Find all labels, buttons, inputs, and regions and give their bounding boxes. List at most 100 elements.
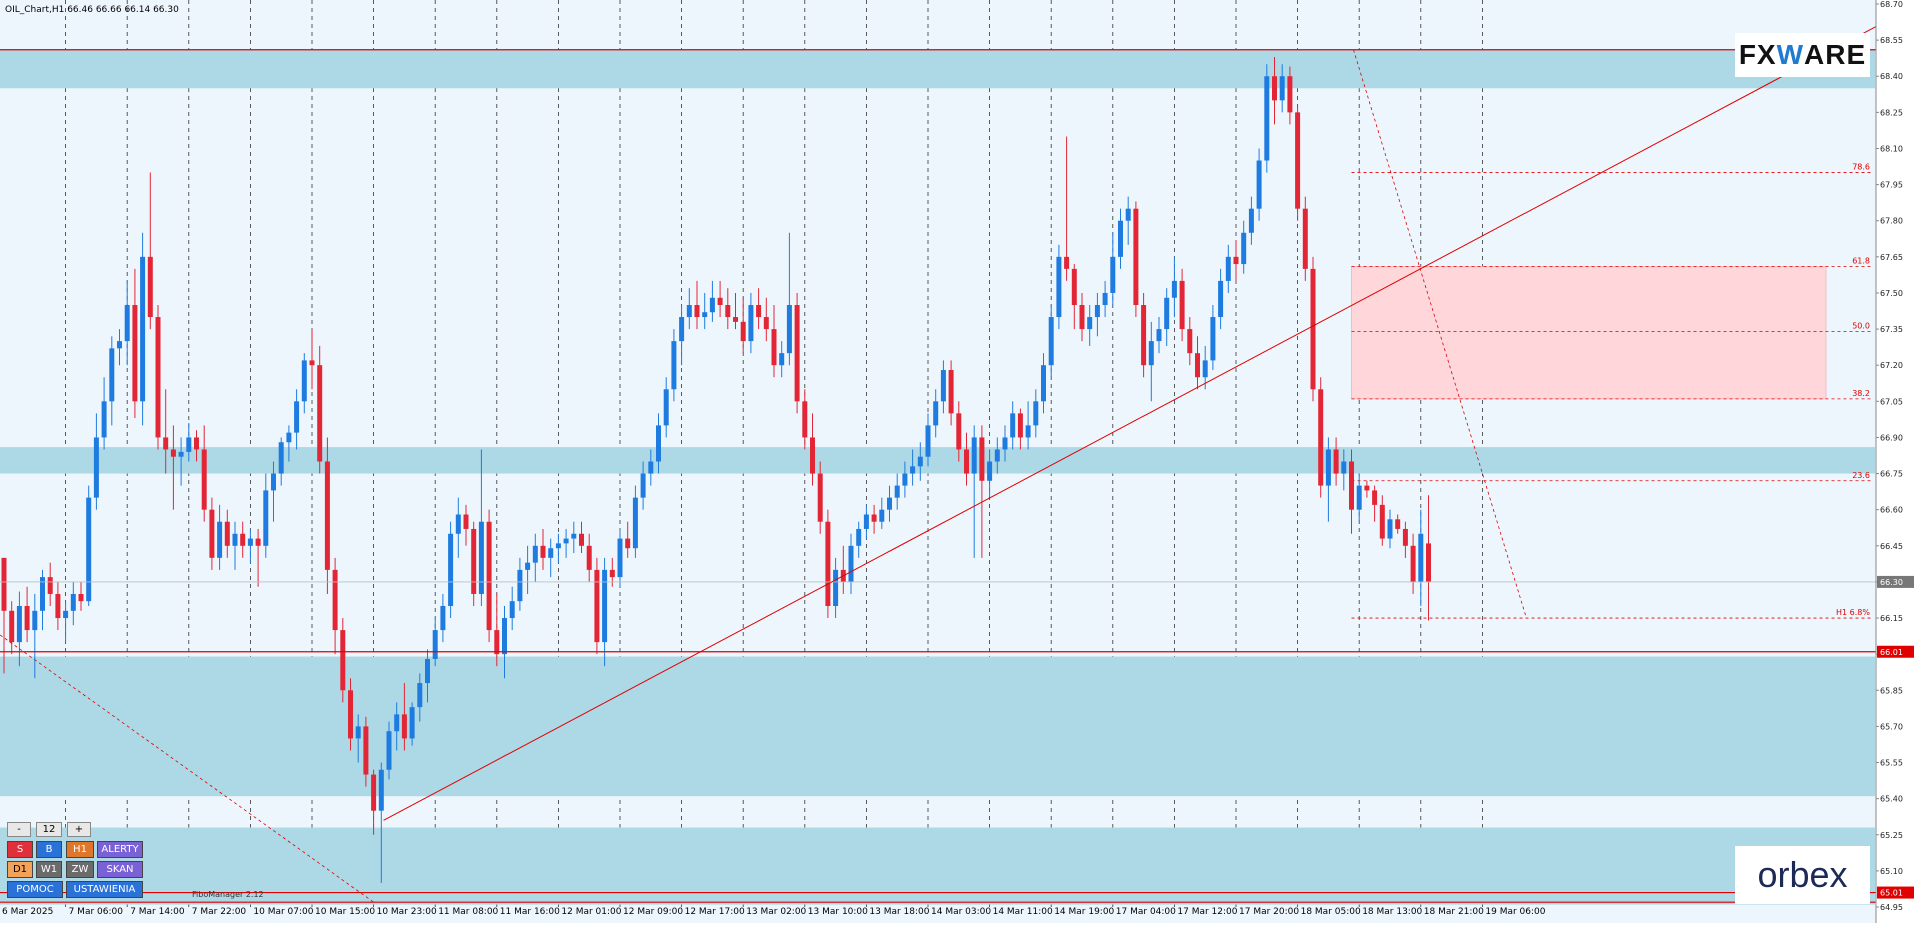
bullish-candle [271, 473, 276, 491]
price-tick-label: 66.15 [1880, 614, 1903, 623]
bullish-candle [617, 538, 623, 578]
bearish-candle [825, 521, 831, 606]
bullish-candle [93, 437, 99, 498]
x-tick-label: 13 Mar 10:00 [808, 907, 868, 917]
price-tag-label: 66.30 [1880, 578, 1903, 587]
bullish-candle [679, 317, 685, 342]
bullish-candle [1418, 533, 1424, 582]
timeframe-w1-button[interactable]: W1 [36, 861, 62, 878]
bullish-candle [987, 461, 993, 481]
bullish-candle [1241, 232, 1247, 265]
bearish-candle [1079, 305, 1085, 330]
bullish-candle [632, 497, 638, 549]
bearish-candle [1333, 449, 1339, 474]
sell-button[interactable]: S [7, 841, 33, 858]
price-axis-background [1876, 0, 1915, 923]
bullish-candle [748, 305, 754, 342]
fibonacci-level-label: 38.2 [1852, 389, 1870, 398]
price-tick-label: 65.55 [1880, 759, 1903, 768]
bullish-candle [425, 658, 430, 684]
timeframe-d1-button[interactable]: D1 [7, 861, 33, 878]
bullish-candle [448, 533, 454, 606]
bullish-candle [1387, 519, 1393, 539]
bearish-candle [132, 305, 138, 402]
help-button[interactable]: POMOC [7, 881, 63, 898]
zw-button[interactable]: ZW [66, 861, 94, 878]
price-tick-label: 68.70 [1880, 0, 1903, 9]
bullish-candle [124, 305, 130, 342]
bullish-candle [140, 256, 146, 402]
price-tick-label: 67.95 [1880, 181, 1903, 190]
bullish-candle [70, 593, 76, 611]
x-tick-label: 18 Mar 21:00 [1424, 907, 1484, 917]
bullish-candle [910, 466, 916, 474]
bearish-candle [363, 726, 369, 775]
bearish-candle [1195, 353, 1200, 378]
count-field[interactable]: 12 [36, 822, 62, 837]
x-tick-label: 11 Mar 08:00 [438, 907, 498, 917]
support-resistance-zone [0, 447, 1875, 474]
orbex-logo: orbex [1735, 846, 1870, 904]
bearish-candle [979, 437, 985, 481]
price-tick-label: 67.50 [1880, 289, 1903, 298]
bullish-candle [1225, 256, 1231, 281]
bearish-candle [9, 610, 15, 643]
bearish-candle [586, 545, 592, 570]
bearish-candle [802, 401, 808, 438]
bearish-candle [317, 365, 323, 462]
price-tick-label: 67.35 [1880, 325, 1903, 334]
bullish-candle [933, 401, 939, 426]
alerts-button[interactable]: ALERTY [97, 841, 143, 858]
fxware-logo: FX W ARE [1735, 33, 1870, 77]
bullish-candle [301, 360, 307, 402]
bullish-candle [1248, 208, 1254, 233]
timeframe-h1-button[interactable]: H1 [66, 841, 94, 858]
x-tick-label: 12 Mar 09:00 [623, 907, 683, 917]
bearish-candle [494, 630, 500, 655]
decrease-button[interactable]: - [7, 822, 31, 837]
bearish-candle [471, 528, 477, 594]
scan-button[interactable]: SKAN [97, 861, 143, 878]
bullish-candle [286, 432, 292, 443]
bullish-candle [409, 707, 415, 739]
increase-button[interactable]: + [67, 822, 91, 837]
bearish-candle [1349, 461, 1354, 510]
price-tag [1877, 575, 1914, 588]
bearish-candle [609, 569, 615, 578]
bearish-candle [1017, 413, 1023, 438]
settings-button[interactable]: USTAWIENIA [66, 881, 143, 898]
bullish-candle [663, 389, 669, 426]
symbol-info: OIL_Chart,H1 66.46 66.66 66.14 66.30 [5, 5, 179, 15]
bearish-candle [625, 538, 631, 549]
bullish-candle [1279, 76, 1285, 101]
bullish-candle [848, 545, 854, 582]
bullish-candle [779, 353, 785, 366]
x-tick-label: 14 Mar 19:00 [1054, 907, 1114, 917]
x-tick-label: 7 Mar 22:00 [192, 907, 247, 917]
bearish-candle [948, 370, 954, 414]
bullish-candle [1010, 413, 1016, 438]
fibonacci-level-label: 78.6 [1852, 163, 1870, 172]
bullish-candle [917, 456, 923, 467]
bullish-candle [294, 401, 300, 433]
price-tick-label: 66.60 [1880, 506, 1903, 515]
fibonacci-level-label: 50.0 [1852, 321, 1870, 330]
price-tick-label: 67.20 [1880, 361, 1903, 370]
price-tick-label: 68.25 [1880, 108, 1903, 117]
support-resistance-zone [0, 656, 1875, 797]
bullish-candle [517, 569, 523, 602]
bearish-candle [817, 473, 823, 522]
bullish-candle [1118, 220, 1123, 257]
bearish-candle [201, 449, 207, 510]
bullish-candle [86, 497, 92, 602]
price-tick-label: 68.55 [1880, 36, 1903, 45]
price-tick-label: 68.10 [1880, 144, 1903, 153]
bullish-candle [994, 449, 1000, 462]
buy-button[interactable]: B [36, 841, 62, 858]
bullish-candle [278, 442, 284, 474]
bearish-candle [694, 305, 700, 318]
bearish-candle [147, 256, 153, 318]
x-tick-label: 12 Mar 17:00 [685, 907, 745, 917]
